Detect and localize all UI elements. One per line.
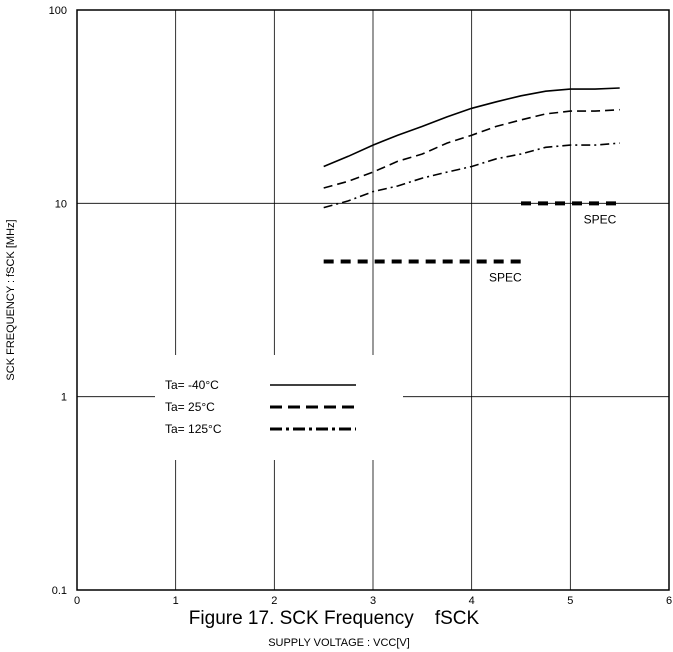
y-tick-label: 10 bbox=[55, 198, 67, 210]
series-line bbox=[323, 87, 620, 168]
series-line bbox=[323, 108, 620, 189]
figure-caption: Figure 17. SCK Frequency fSCK bbox=[189, 608, 480, 629]
tick-labels: 0 1 2 3 4 5 6 0.1 1 10 100 bbox=[49, 5, 672, 607]
x-tick-label: 0 bbox=[74, 595, 80, 607]
x-tick-label: 2 bbox=[271, 595, 277, 607]
x-tick-label: 6 bbox=[666, 595, 672, 607]
plot-frame bbox=[76, 9, 670, 591]
legend-label: Ta= 125°C bbox=[165, 422, 222, 436]
x-tick-label: 3 bbox=[370, 595, 376, 607]
y-tick-label: 1 bbox=[61, 392, 67, 404]
y-axis-label: SCK FREQUENCY : fSCK [MHz] bbox=[5, 219, 17, 380]
legend-label: Ta= 25°C bbox=[165, 400, 215, 414]
legend: Ta= -40°C Ta= 25°C Ta= 125°C bbox=[155, 355, 403, 460]
x-axis-label: SUPPLY VOLTAGE : VCC[V] bbox=[268, 637, 410, 649]
y-tick-label: 0.1 bbox=[52, 585, 67, 597]
spec-label: SPEC bbox=[489, 271, 522, 285]
series-group bbox=[323, 87, 620, 209]
legend-label: Ta= -40°C bbox=[165, 378, 219, 392]
spec-label: SPEC bbox=[584, 212, 617, 226]
y-tick-label: 100 bbox=[49, 5, 67, 17]
spec-group: SPEC SPEC bbox=[323, 201, 620, 285]
x-tick-label: 4 bbox=[469, 595, 475, 607]
series-line bbox=[323, 142, 620, 209]
x-tick-label: 5 bbox=[567, 595, 573, 607]
x-tick-label: 1 bbox=[173, 595, 179, 607]
